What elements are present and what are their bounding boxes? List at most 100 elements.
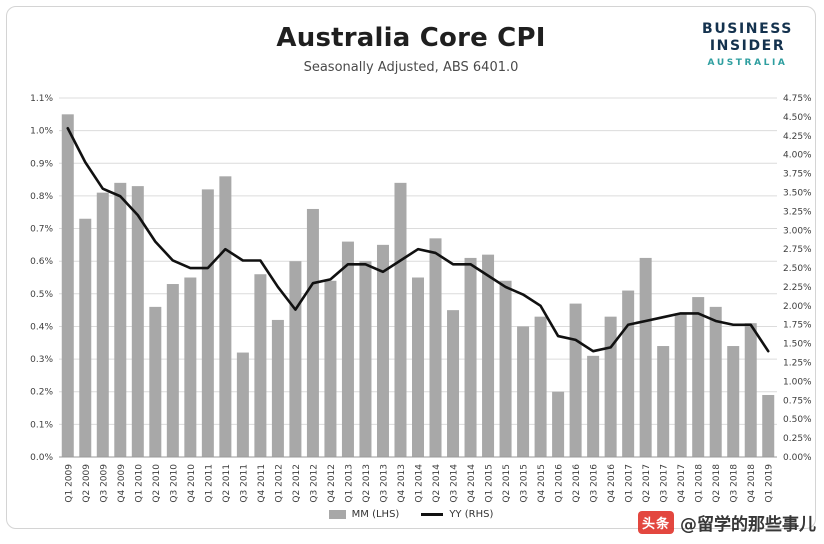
mm-bar <box>692 297 705 457</box>
mm-bar <box>131 186 144 457</box>
mm-bar <box>534 316 547 457</box>
mm-bar <box>61 114 74 457</box>
logo-line-business: BUSINESS <box>702 21 793 37</box>
right-axis-tick-label: 1.25% <box>783 359 812 369</box>
x-axis-label: Q1 2014 <box>415 464 425 503</box>
right-axis-tick-label: 1.00% <box>783 377 812 387</box>
mm-bar <box>674 313 687 457</box>
x-axis-label: Q3 2015 <box>520 464 530 503</box>
x-axis-label: Q1 2010 <box>134 464 144 503</box>
right-axis-tick-label: 3.75% <box>783 170 812 180</box>
legend-label-yy: YY (RHS) <box>449 509 494 520</box>
legend-item-yy: YY (RHS) <box>421 509 493 520</box>
mm-bar <box>604 316 617 457</box>
watermark: 头条 @留学的那些事儿 <box>637 510 816 535</box>
mm-bar <box>657 346 670 457</box>
left-axis-tick-label: 0.8% <box>30 192 53 202</box>
mm-bar <box>184 277 197 457</box>
left-axis-tick-label: 0.6% <box>30 257 53 267</box>
x-axis-label: Q2 2012 <box>292 464 302 503</box>
mm-bar <box>236 352 249 457</box>
mm-bar <box>569 303 582 457</box>
right-axis-tick-label: 0.50% <box>783 415 812 425</box>
chart-legend: MM (LHS) YY (RHS) <box>7 509 815 520</box>
mm-bar <box>464 257 477 457</box>
legend-label-mm: MM (LHS) <box>351 509 400 520</box>
x-axis-label: Q1 2017 <box>625 464 635 503</box>
mm-bar <box>447 310 460 457</box>
x-axis-label: Q4 2009 <box>117 464 127 503</box>
mm-bar <box>114 182 127 457</box>
mm-bar <box>79 218 92 457</box>
x-axis-label: Q4 2013 <box>397 464 407 503</box>
x-axis-label: Q4 2016 <box>607 464 617 503</box>
chart-card: 0.0% 0.1% 0.2% 0.3% 0.4% 0.5% 0.6% 0.7% 0.8% 0.9%… <box>6 6 816 529</box>
mm-bar <box>552 391 565 457</box>
x-axis-label: Q4 2010 <box>187 464 197 503</box>
mm-bar <box>341 241 354 457</box>
mm-bar <box>201 189 214 457</box>
mm-bar <box>376 244 389 457</box>
left-axis-tick-label: 0.1% <box>30 420 53 430</box>
mm-bar <box>149 306 162 457</box>
mm-bar <box>359 261 372 457</box>
logo-line-australia: AUSTRALIA <box>707 58 788 69</box>
mm-bar <box>709 306 722 457</box>
mm-bar <box>727 346 740 457</box>
x-axis-label: Q3 2011 <box>239 464 249 503</box>
x-axis-label: Q3 2017 <box>660 464 670 503</box>
toutiao-logo-icon: 头条 <box>637 511 674 534</box>
x-axis-label: Q2 2016 <box>572 464 582 503</box>
mm-bar <box>762 394 775 457</box>
x-axis-label: Q1 2019 <box>765 464 775 503</box>
line-swatch-icon <box>421 513 444 516</box>
right-axis-tick-label: 1.50% <box>783 340 812 350</box>
right-axis-tick-label: 4.25% <box>783 132 812 142</box>
x-axis-label: Q3 2014 <box>450 464 460 503</box>
x-axis-label: Q4 2018 <box>747 464 757 503</box>
chart-title: Australia Core CPI <box>276 23 546 53</box>
watermark-text: @留学的那些事儿 <box>680 515 816 535</box>
mm-bar <box>587 355 600 457</box>
x-axis-label: Q2 2014 <box>432 464 442 503</box>
mm-bar <box>324 280 337 457</box>
right-axis-tick-label: 4.50% <box>783 113 812 123</box>
yy-line <box>66 126 770 353</box>
x-axis-label: Q2 2018 <box>712 464 722 503</box>
x-axis-label: Q3 2012 <box>309 464 319 503</box>
business-insider-logo: BUSINESS INSIDER AUSTRALIA <box>702 21 793 69</box>
right-axis-tick-label: 3.25% <box>783 207 812 217</box>
mm-bar <box>289 261 302 457</box>
x-axis-label: Q2 2011 <box>222 464 232 503</box>
mm-bar <box>271 319 284 457</box>
x-axis-label: Q3 2010 <box>169 464 179 503</box>
mm-bar <box>219 176 232 457</box>
x-axis-label: Q2 2015 <box>502 464 512 503</box>
x-axis-label: Q4 2011 <box>257 464 267 503</box>
x-axis-label: Q2 2013 <box>362 464 372 503</box>
x-axis-label: Q2 2017 <box>642 464 652 503</box>
left-axis-tick-label: 0.2% <box>30 388 53 398</box>
mm-bar <box>254 274 267 457</box>
x-axis-label: Q4 2012 <box>327 464 337 503</box>
right-axis-tick-label: 4.00% <box>783 151 812 161</box>
chart-subtitle: Seasonally Adjusted, ABS 6401.0 <box>303 60 519 75</box>
left-axis-tick-label: 0.4% <box>30 323 53 333</box>
left-axis-tick-label: 0.9% <box>30 159 53 169</box>
mm-bar <box>394 182 407 457</box>
mm-bar <box>639 257 652 457</box>
left-axis-tick-label: 0.7% <box>30 225 53 235</box>
mm-bar <box>744 323 757 457</box>
right-axis-tick-label: 1.75% <box>783 321 812 331</box>
x-axis-label: Q3 2018 <box>730 464 740 503</box>
right-axis-tick-label: 2.50% <box>783 264 812 274</box>
x-axis-label: Q1 2009 <box>64 464 74 503</box>
left-axis-tick-label: 0.3% <box>30 355 53 365</box>
x-axis-label: Q2 2010 <box>152 464 162 503</box>
left-axis-tick-label: 1.0% <box>30 127 53 137</box>
mm-bar <box>306 208 319 457</box>
mm-bar <box>429 238 442 457</box>
right-axis-tick-label: 4.75% <box>783 94 812 104</box>
x-axis-label: Q1 2012 <box>274 464 284 503</box>
right-axis-tick-label: 0.25% <box>783 434 812 444</box>
